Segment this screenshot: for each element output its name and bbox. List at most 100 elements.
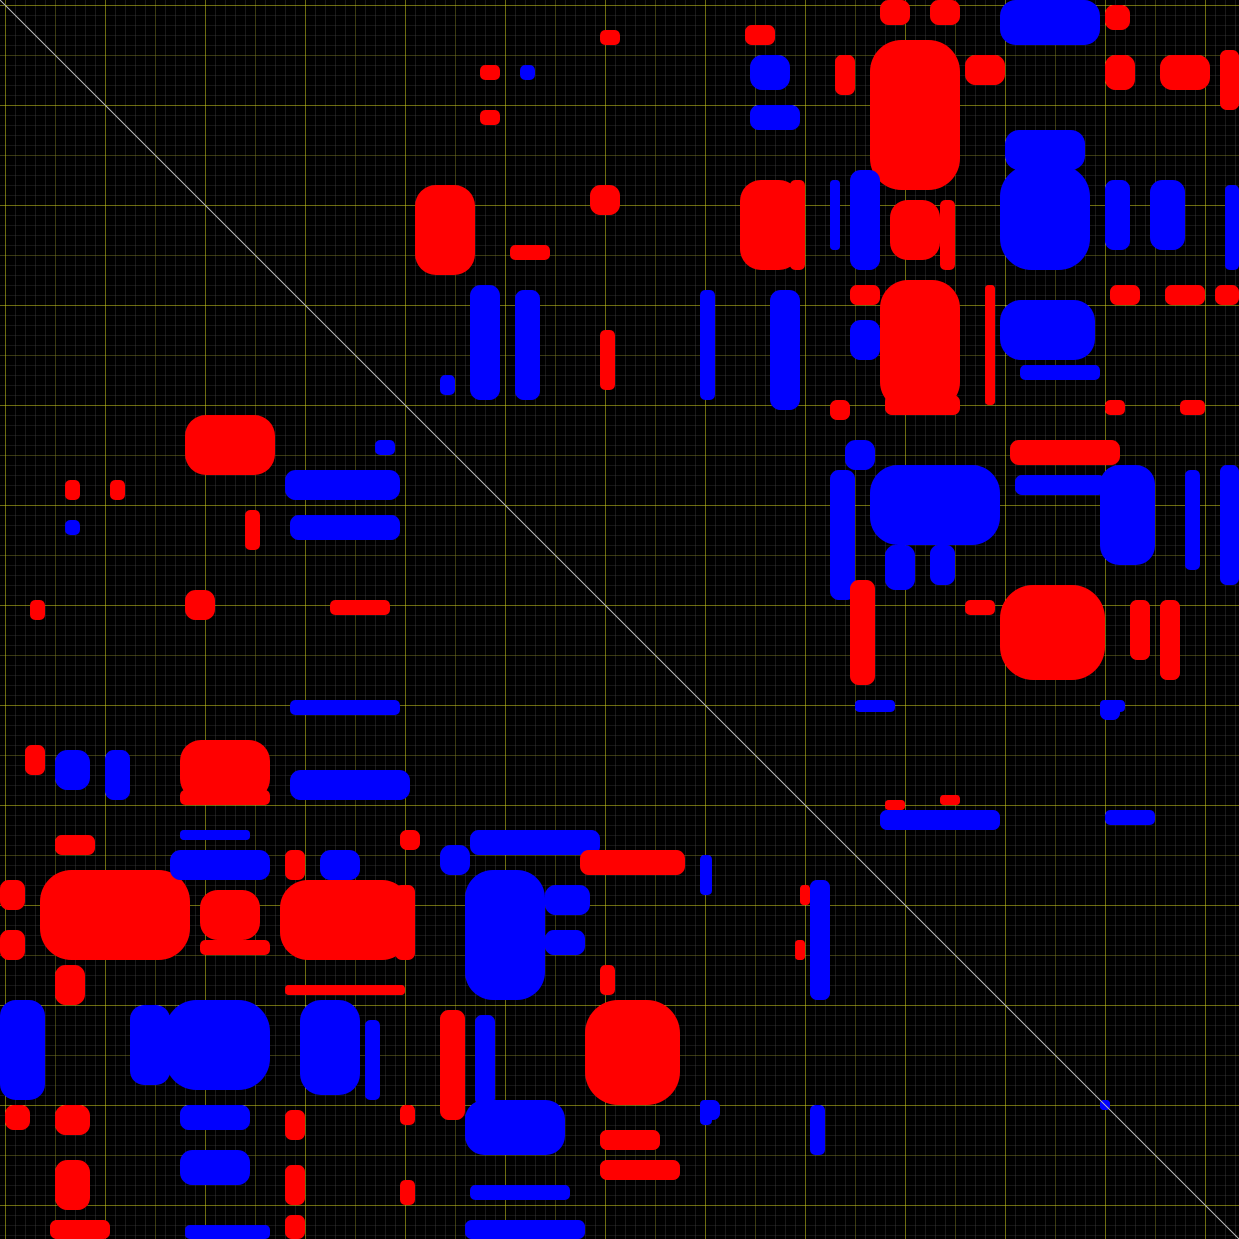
- blue-cluster: [185, 1225, 270, 1239]
- blue-cluster: [1105, 810, 1155, 825]
- blue-cluster: [885, 545, 915, 590]
- red-cluster: [835, 55, 855, 95]
- blue-cluster: [1000, 165, 1090, 270]
- red-cluster: [110, 480, 125, 500]
- blue-cluster: [290, 515, 400, 540]
- blue-cluster: [1015, 475, 1105, 495]
- red-cluster: [870, 40, 960, 190]
- blue-cluster: [440, 375, 455, 395]
- red-cluster: [745, 25, 775, 45]
- red-cluster: [880, 0, 910, 25]
- blue-cluster: [475, 1015, 495, 1105]
- red-cluster: [885, 395, 960, 415]
- red-cluster: [185, 590, 215, 620]
- blue-cluster: [320, 850, 360, 880]
- blue-cluster: [1005, 130, 1085, 170]
- red-cluster: [480, 110, 500, 125]
- red-cluster: [400, 830, 420, 850]
- red-cluster: [580, 850, 685, 875]
- red-cluster: [600, 330, 615, 390]
- blue-cluster: [465, 1100, 565, 1155]
- red-cluster: [1105, 5, 1130, 30]
- blue-cluster: [440, 845, 470, 875]
- blue-cluster: [810, 880, 830, 1000]
- red-cluster: [5, 1105, 30, 1130]
- red-cluster: [940, 795, 960, 805]
- red-cluster: [400, 1180, 415, 1205]
- blue-cluster: [1185, 470, 1200, 570]
- red-cluster: [790, 180, 805, 270]
- blue-cluster: [290, 770, 410, 800]
- blue-cluster: [180, 1105, 250, 1130]
- red-cluster: [0, 880, 25, 910]
- blue-cluster: [470, 830, 600, 855]
- red-cluster: [1000, 585, 1105, 680]
- blue-cluster: [1000, 0, 1100, 45]
- blue-cluster: [700, 290, 715, 400]
- red-cluster: [395, 885, 415, 960]
- blue-cluster: [830, 180, 840, 250]
- red-cluster: [1105, 400, 1125, 415]
- red-cluster: [890, 200, 940, 260]
- red-cluster: [65, 480, 80, 500]
- blue-cluster: [105, 750, 130, 800]
- blue-cluster: [0, 1000, 45, 1100]
- blue-cluster: [365, 1020, 380, 1100]
- blue-cluster: [285, 470, 400, 500]
- blue-cluster: [465, 870, 545, 1000]
- red-cluster: [590, 185, 620, 215]
- red-cluster: [1160, 600, 1180, 680]
- blue-cluster: [1150, 180, 1185, 250]
- blue-cluster: [65, 520, 80, 535]
- blue-cluster: [700, 1100, 720, 1120]
- red-cluster: [740, 180, 800, 270]
- blue-cluster: [845, 440, 875, 470]
- blue-cluster: [515, 290, 540, 400]
- red-cluster: [330, 600, 390, 615]
- blue-cluster: [375, 440, 395, 455]
- red-cluster: [280, 880, 410, 960]
- blue-cluster: [700, 855, 712, 895]
- red-cluster: [1010, 440, 1120, 465]
- red-cluster: [50, 1220, 110, 1239]
- red-cluster: [1165, 285, 1205, 305]
- red-cluster: [585, 1000, 680, 1105]
- red-cluster: [1110, 285, 1140, 305]
- red-cluster: [510, 245, 550, 260]
- blue-cluster: [830, 470, 855, 600]
- red-cluster: [40, 870, 190, 960]
- blue-cluster: [1100, 700, 1120, 720]
- red-cluster: [200, 940, 270, 955]
- blue-cluster: [880, 810, 1000, 830]
- red-cluster: [200, 890, 260, 940]
- red-cluster: [850, 580, 875, 685]
- red-cluster: [600, 1130, 660, 1150]
- red-cluster: [930, 0, 960, 25]
- blue-cluster: [850, 170, 880, 270]
- blue-cluster: [55, 750, 90, 790]
- blue-cluster: [750, 55, 790, 90]
- blue-cluster: [770, 290, 800, 410]
- red-cluster: [415, 185, 475, 275]
- blue-cluster: [165, 1000, 270, 1090]
- red-cluster: [940, 200, 955, 270]
- red-cluster: [885, 800, 905, 810]
- red-cluster: [25, 745, 45, 775]
- red-cluster: [1220, 50, 1239, 110]
- red-cluster: [185, 415, 275, 475]
- blue-cluster: [130, 1005, 170, 1085]
- red-cluster: [285, 1165, 305, 1205]
- red-cluster: [180, 790, 270, 805]
- red-cluster: [1130, 600, 1150, 660]
- blue-cluster: [870, 465, 1000, 545]
- blue-cluster: [850, 320, 880, 360]
- blue-cluster: [470, 1185, 570, 1200]
- red-cluster: [400, 1105, 415, 1125]
- blue-cluster: [1105, 180, 1130, 250]
- blue-cluster: [520, 65, 535, 80]
- red-cluster: [55, 835, 95, 855]
- blue-cluster: [1000, 300, 1095, 360]
